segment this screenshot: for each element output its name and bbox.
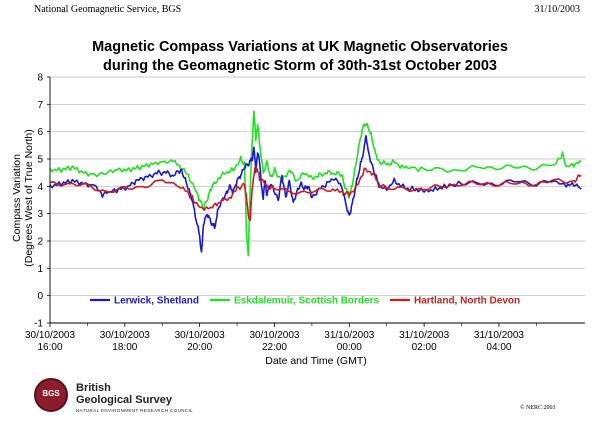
x-tick-label-date: 30/10/2003: [175, 330, 225, 341]
logo-subtitle: NATURAL ENVIRONMENT RESEARCH COUNCIL: [76, 408, 194, 413]
y-tick-label: 7: [37, 100, 43, 111]
series-line-0: [49, 135, 582, 253]
logo-name-line2: Geological Survey: [76, 394, 172, 406]
legend-label: Eskdalemuir, Scottish Borders: [234, 296, 379, 307]
legend-label: Hartland, North Devon: [414, 296, 520, 307]
gridlines: [50, 76, 585, 324]
x-tick-label-date: 30/10/2003: [249, 330, 299, 341]
copyright: © NERC 2003: [520, 405, 556, 411]
legend: Lerwick, Shetland Eskdalemuir, Scottish B…: [90, 296, 520, 307]
x-tick-label-date: 30/10/2003: [25, 330, 75, 341]
header-date: 31/10/2003: [534, 4, 580, 15]
y-axis-label-units: (Degrees West of True North): [23, 129, 35, 267]
x-tick-label-date: 31/10/2003: [324, 330, 374, 341]
y-tick-label: 0: [37, 291, 43, 302]
x-tick-label-date: 31/10/2003: [474, 330, 524, 341]
y-tick-label: 1: [37, 264, 43, 275]
y-tick-label: 5: [37, 155, 43, 166]
y-axis-label: Compass Variation: [11, 154, 23, 242]
chart-title: Magnetic Compass Variations at UK Magnet…: [92, 39, 508, 55]
bgs-logo: BGS British Geological Survey NATURAL EN…: [34, 378, 234, 418]
axes: [47, 76, 585, 327]
header-source: National Geomagnetic Service, BGS: [34, 4, 182, 15]
y-tick-label: 2: [37, 237, 43, 248]
legend-label: Lerwick, Shetland: [114, 296, 199, 307]
y-tick-label: 6: [37, 127, 43, 138]
y-tick-label: -1: [34, 319, 43, 330]
series-group: [49, 110, 582, 257]
x-axis-label: Date and Time (GMT): [265, 355, 367, 367]
x-tick-label-time: 16:00: [37, 342, 62, 353]
chart-title-block: Magnetic Compass Variations at UK Magnet…: [0, 38, 600, 76]
bgs-emblem-icon: BGS: [34, 378, 68, 412]
tick-labels: -101234567830/10/200316:0030/10/200318:0…: [25, 73, 524, 354]
x-tick-label-time: 22:00: [262, 342, 287, 353]
y-tick-label: 3: [37, 209, 43, 220]
y-tick-label: 8: [37, 73, 43, 84]
x-tick-label-time: 04:00: [486, 342, 511, 353]
series-line-1: [49, 110, 582, 257]
x-tick-label-time: 18:00: [112, 342, 137, 353]
x-tick-label-date: 30/10/2003: [100, 330, 150, 341]
x-tick-label-time: 20:00: [187, 342, 212, 353]
series-line-2: [49, 166, 582, 222]
logo-emblem-text: BGS: [42, 389, 60, 398]
logo-name-line1: British: [76, 382, 111, 394]
x-tick-label-time: 02:00: [412, 342, 437, 353]
x-tick-label-date: 31/10/2003: [399, 330, 449, 341]
chart-subtitle: during the Geomagnetic Storm of 30th-31s…: [103, 58, 497, 74]
x-tick-label-time: 00:00: [337, 342, 362, 353]
y-tick-label: 4: [37, 182, 43, 193]
